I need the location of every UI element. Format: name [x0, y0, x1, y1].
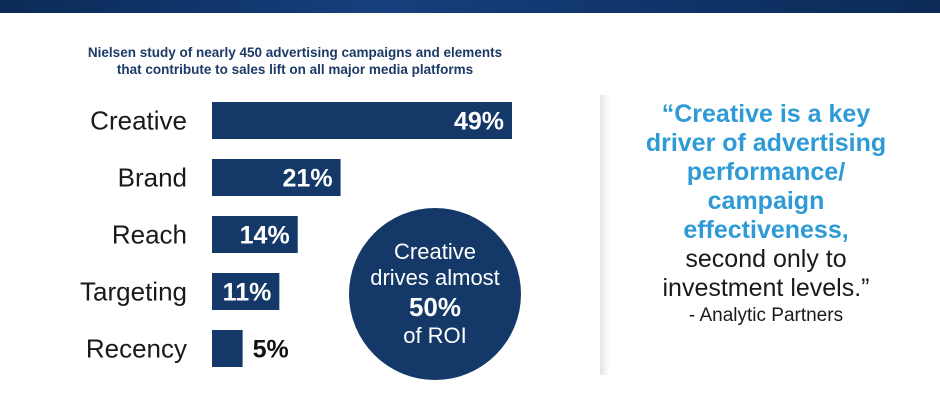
category-label-brand: Brand — [118, 163, 187, 193]
quote-plain-line: second only to — [685, 245, 847, 273]
quote-highlight-line: performance/ — [686, 158, 846, 186]
category-label-recency: Recency — [86, 334, 187, 364]
bar-recency — [212, 330, 243, 367]
roi-callout-line-4: of ROI — [403, 323, 467, 348]
bar-creative — [212, 102, 512, 139]
value-label-targeting: 11% — [223, 279, 272, 307]
quote-highlight-line: driver of advertising — [645, 129, 887, 157]
section-divider — [600, 95, 610, 375]
quote-highlight-line: campaign — [707, 187, 825, 215]
value-label-recency: 5% — [253, 336, 289, 364]
bar-brand — [212, 159, 341, 196]
category-label-creative: Creative — [90, 106, 187, 136]
category-label-reach: Reach — [112, 220, 187, 250]
chart-title-line-2: that contribute to sales lift on all maj… — [116, 62, 474, 77]
bar-targeting — [212, 273, 280, 310]
value-label-creative: 49% — [454, 108, 504, 136]
value-label-reach: 14% — [240, 222, 290, 250]
analytic-partners-quote: “Creative is a key driver of advertising… — [612, 100, 920, 329]
roi-callout-line-1: Creative — [394, 239, 476, 264]
quote-plain-line: investment levels.” — [662, 274, 870, 302]
chart-title-line-1: Nielsen study of nearly 450 advertising … — [87, 45, 503, 60]
chart-title: Nielsen study of nearly 450 advertising … — [40, 44, 550, 78]
bar-reach — [212, 216, 298, 253]
quote-highlight-line: effectiveness, — [683, 216, 849, 244]
roi-callout-percent: 50% — [408, 292, 462, 322]
roi-callout-line-2: drives almost — [370, 265, 500, 290]
value-label-brand: 21% — [283, 165, 333, 193]
category-label-targeting: Targeting — [80, 277, 187, 307]
quote-attribution: - Analytic Partners — [688, 305, 844, 326]
roi-callout-circle: Creative drives almost 50% of ROI — [349, 208, 521, 380]
top-banner-bar — [0, 0, 940, 13]
horizontal-bar-chart: Creative 49% Brand 21% Reach 14% Targeting 11% R… — [80, 102, 512, 367]
quote-highlight-line: “Creative is a key — [661, 100, 871, 128]
